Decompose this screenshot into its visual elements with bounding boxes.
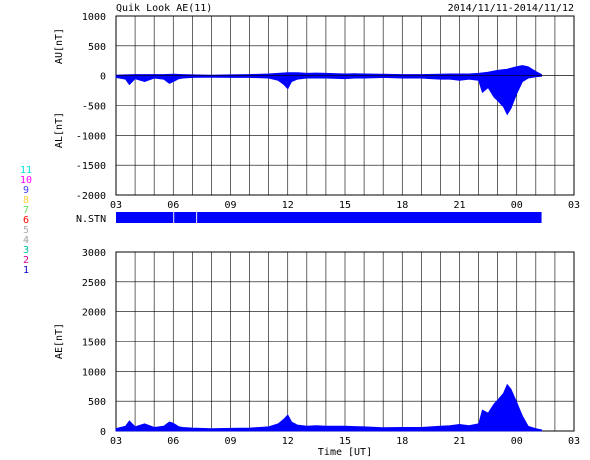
- n-stn-label: N.STN: [76, 214, 106, 225]
- n-stn-bar: [116, 212, 542, 223]
- station-legend-entry: 3: [23, 245, 29, 256]
- ae-y-tick-labels: 3000 2500 2000 1500 1000 500 0: [82, 248, 106, 438]
- al-axis-label: AL[nT]: [54, 112, 65, 148]
- y-tick-label: 2500: [82, 278, 106, 289]
- x-tick-label: 21: [453, 200, 465, 211]
- x-tick-label: 00: [511, 436, 523, 447]
- x-tick-label: 12: [282, 200, 294, 211]
- y-tick-label: 500: [88, 397, 106, 408]
- x-tick-label: 09: [224, 200, 236, 211]
- station-legend-entry: 7: [23, 205, 29, 216]
- n-stn-panel: N.STN: [76, 212, 542, 225]
- x-tick-label: 15: [339, 200, 351, 211]
- n-stn-segment: [197, 212, 542, 223]
- ae-grid: [116, 251, 574, 432]
- y-tick-label: 1000: [82, 12, 106, 23]
- au-axis-label: AU[nT]: [54, 28, 65, 64]
- n-stn-segment: [116, 212, 174, 223]
- x-tick-label: 12: [282, 436, 294, 447]
- n-stn-segment: [174, 212, 197, 223]
- x-tick-label: 03: [110, 436, 122, 447]
- y-tick-label: 0: [100, 72, 106, 83]
- y-tick-label: -1000: [76, 131, 106, 142]
- x-tick-label: 15: [339, 436, 351, 447]
- y-tick-label: 0: [100, 427, 106, 438]
- x-tick-label: 21: [453, 436, 465, 447]
- y-tick-label: 500: [88, 42, 106, 53]
- station-legend-entry: 4: [23, 235, 29, 246]
- station-legend-entry: 9: [23, 185, 29, 196]
- ae-x-tick-labels: 03 06 09 12 15 18 21 00 03: [110, 436, 580, 447]
- y-tick-label: -500: [82, 102, 106, 113]
- chart-title: Quik Look AE(11): [116, 3, 212, 14]
- x-tick-label: 18: [396, 436, 408, 447]
- x-tick-label: 00: [511, 200, 523, 211]
- station-legend-entry: 11: [20, 165, 32, 176]
- station-legend-entry: 2: [23, 255, 29, 266]
- au-al-x-tick-labels: 03 06 09 12 15 18 21 00 03: [110, 200, 580, 211]
- au-al-y-tick-labels: 1000 500 0 -500 -1000 -1500 -2000: [76, 12, 106, 202]
- au-al-grid: [116, 15, 574, 196]
- y-tick-label: 1000: [82, 367, 106, 378]
- al-area: [115, 75, 542, 116]
- x-tick-label: 03: [568, 436, 580, 447]
- ae-axis-label: AE[nT]: [54, 323, 65, 359]
- x-tick-label: 03: [568, 200, 580, 211]
- x-tick-label: 18: [396, 200, 408, 211]
- date-range: 2014/11/11-2014/11/12: [448, 3, 574, 14]
- ae-area: [115, 383, 542, 432]
- x-tick-label: 09: [224, 436, 236, 447]
- station-legend-entry: 1: [23, 265, 29, 276]
- au-area: [115, 65, 542, 77]
- station-legend-entry: 8: [23, 195, 29, 206]
- y-tick-label: -1500: [76, 161, 106, 172]
- au-al-panel: 1000 500 0 -500 -1000 -1500 -2000 03 06 09 12 15 18…: [54, 12, 580, 211]
- station-legend-entry: 10: [20, 175, 32, 186]
- x-tick-label: 03: [110, 200, 122, 211]
- x-axis-label: Time [UT]: [318, 447, 372, 458]
- x-tick-label: 06: [167, 436, 179, 447]
- station-legend-entry: 6: [23, 215, 29, 226]
- y-tick-label: 2000: [82, 308, 106, 319]
- station-legend-entry: 5: [23, 225, 29, 236]
- y-tick-label: 1500: [82, 338, 106, 349]
- x-tick-label: 06: [167, 200, 179, 211]
- y-tick-label: -2000: [76, 191, 106, 202]
- y-tick-label: 3000: [82, 248, 106, 259]
